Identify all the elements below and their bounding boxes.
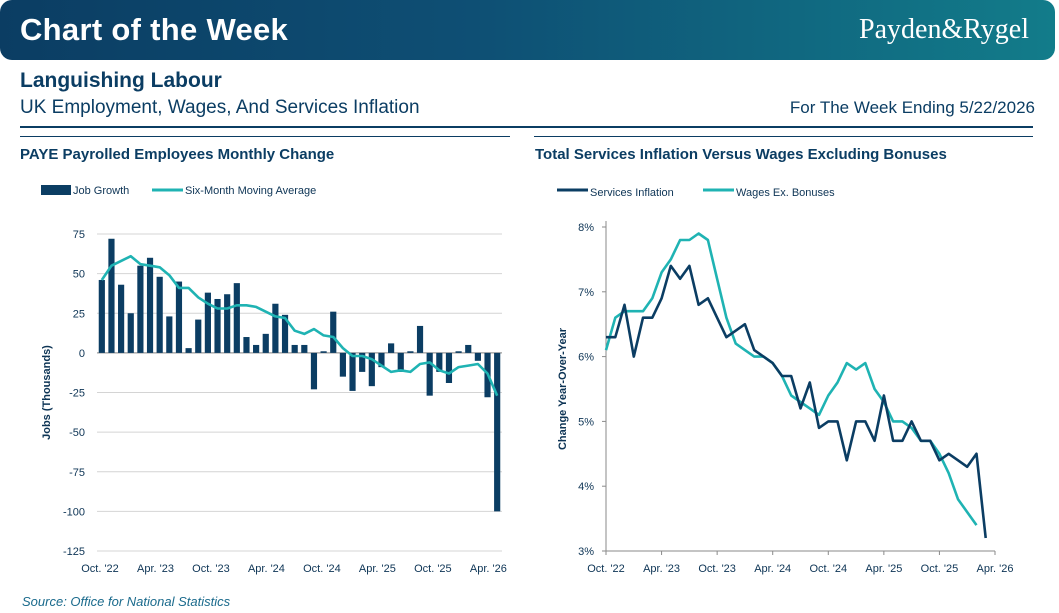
y-axis-label: Jobs (Thousands)	[41, 345, 53, 440]
job-growth-bar	[465, 344, 472, 353]
x-tick-label: Apr. '23	[137, 563, 174, 575]
job-growth-bar	[455, 351, 462, 353]
x-tick-label: Oct. '24	[810, 563, 848, 575]
legend-label-wages: Wages Ex. Bonuses	[736, 187, 835, 199]
job-growth-bar	[339, 352, 346, 377]
x-tick-label: Apr. '25	[865, 563, 902, 575]
x-tick-label: Oct. '23	[698, 563, 736, 575]
job-growth-bar	[426, 352, 433, 396]
job-growth-bar	[243, 337, 250, 353]
x-tick-label: Apr. '26	[470, 563, 507, 575]
right-chart-title: Total Services Inflation Versus Wages Ex…	[535, 146, 947, 163]
y-tick-label: 75	[73, 229, 85, 241]
job-growth-bar	[281, 314, 289, 353]
services-inflation-line	[606, 264, 987, 539]
y-tick-label: 4%	[578, 481, 594, 493]
wages-line	[604, 232, 978, 526]
job-growth-bar	[388, 343, 395, 353]
job-growth-bar	[214, 298, 221, 353]
x-tick-label: Oct. '25	[414, 563, 452, 575]
x-tick-label: Apr. '23	[643, 563, 680, 575]
job-growth-bar	[127, 313, 134, 353]
job-growth-bar	[166, 316, 173, 353]
y-tick-label: 8%	[578, 222, 594, 234]
job-growth-bar	[494, 352, 501, 512]
y-tick-label: -25	[69, 388, 85, 400]
x-tick-label: Oct. '22	[587, 563, 625, 575]
source-note: Source: Office for National Statistics	[22, 594, 231, 609]
x-tick-label: Apr. '24	[754, 563, 791, 575]
y-tick-label: 0	[79, 348, 85, 360]
job-growth-bar	[378, 352, 385, 368]
y-tick-label: -50	[69, 427, 85, 439]
x-tick-label: Apr. '24	[248, 563, 285, 575]
y-tick-label: 7%	[578, 287, 594, 299]
job-growth-bar	[291, 344, 298, 353]
job-growth-bar	[175, 281, 183, 353]
job-growth-bar	[407, 351, 414, 353]
job-growth-bar	[185, 348, 192, 353]
job-growth-bar	[445, 352, 453, 383]
job-growth-bar	[253, 344, 260, 353]
job-growth-bar	[272, 303, 279, 353]
header-banner: Chart of the Week Payden&Rygel	[0, 0, 1055, 60]
y-tick-label: -125	[63, 546, 85, 558]
x-tick-label: Oct. '23	[192, 563, 230, 575]
job-growth-bar	[108, 238, 115, 353]
job-growth-bar	[98, 279, 105, 353]
job-growth-bar	[146, 257, 154, 353]
job-growth-bar	[224, 294, 231, 353]
job-growth-bar	[118, 284, 125, 353]
y-tick-label: 3%	[578, 546, 594, 558]
job-growth-bar	[320, 351, 327, 353]
moving-average-line	[100, 254, 499, 397]
x-tick-label: Apr. '26	[977, 563, 1014, 575]
job-growth-bar	[301, 344, 308, 353]
job-growth-bar	[349, 352, 356, 391]
legend-swatch-job-growth	[41, 185, 71, 195]
job-growth-bar	[416, 325, 424, 353]
job-growth-bar	[436, 352, 443, 372]
brand-logo: Payden&Rygel	[859, 14, 1029, 45]
report-subtitle: UK Employment, Wages, And Services Infla…	[20, 97, 420, 118]
y-tick-label: -75	[69, 467, 85, 479]
job-growth-bar	[204, 292, 211, 353]
left-panel-divider	[20, 136, 510, 137]
week-ending: For The Week Ending 5/22/2026	[789, 98, 1035, 117]
right-panel-divider	[534, 136, 1033, 137]
job-growth-bar	[474, 352, 481, 361]
y-tick-label: 6%	[578, 352, 594, 364]
y-tick-label: 5%	[578, 416, 594, 428]
job-growth-bar	[397, 352, 404, 372]
x-tick-label: Oct. '25	[921, 563, 959, 575]
header-divider	[20, 126, 1033, 128]
legend-label-moving-average: Six-Month Moving Average	[185, 185, 316, 197]
job-growth-bar	[262, 333, 269, 353]
legend-label-job-growth: Job Growth	[73, 185, 129, 197]
y-axis-label: Change Year-Over-Year	[557, 327, 569, 450]
report-title: Languishing Labour	[20, 69, 222, 92]
x-tick-label: Apr. '25	[359, 563, 396, 575]
x-tick-label: Oct. '24	[303, 563, 341, 575]
job-growth-bar	[156, 276, 163, 353]
job-growth-bar	[368, 352, 375, 387]
y-tick-label: 25	[73, 308, 85, 320]
y-tick-label: 50	[73, 269, 85, 281]
x-tick-label: Oct. '22	[81, 563, 119, 575]
job-growth-bar	[310, 352, 318, 390]
job-growth-bar	[195, 319, 202, 353]
job-growth-bar	[359, 352, 366, 372]
job-growth-bar	[137, 265, 144, 353]
job-growth-bar	[233, 283, 240, 353]
job-growth-bar	[330, 311, 337, 353]
left-chart-title: PAYE Payrolled Employees Monthly Change	[20, 146, 335, 163]
legend-label-services-inflation: Services Inflation	[590, 187, 674, 199]
y-tick-label: -100	[63, 506, 85, 518]
banner-title: Chart of the Week	[20, 12, 289, 47]
